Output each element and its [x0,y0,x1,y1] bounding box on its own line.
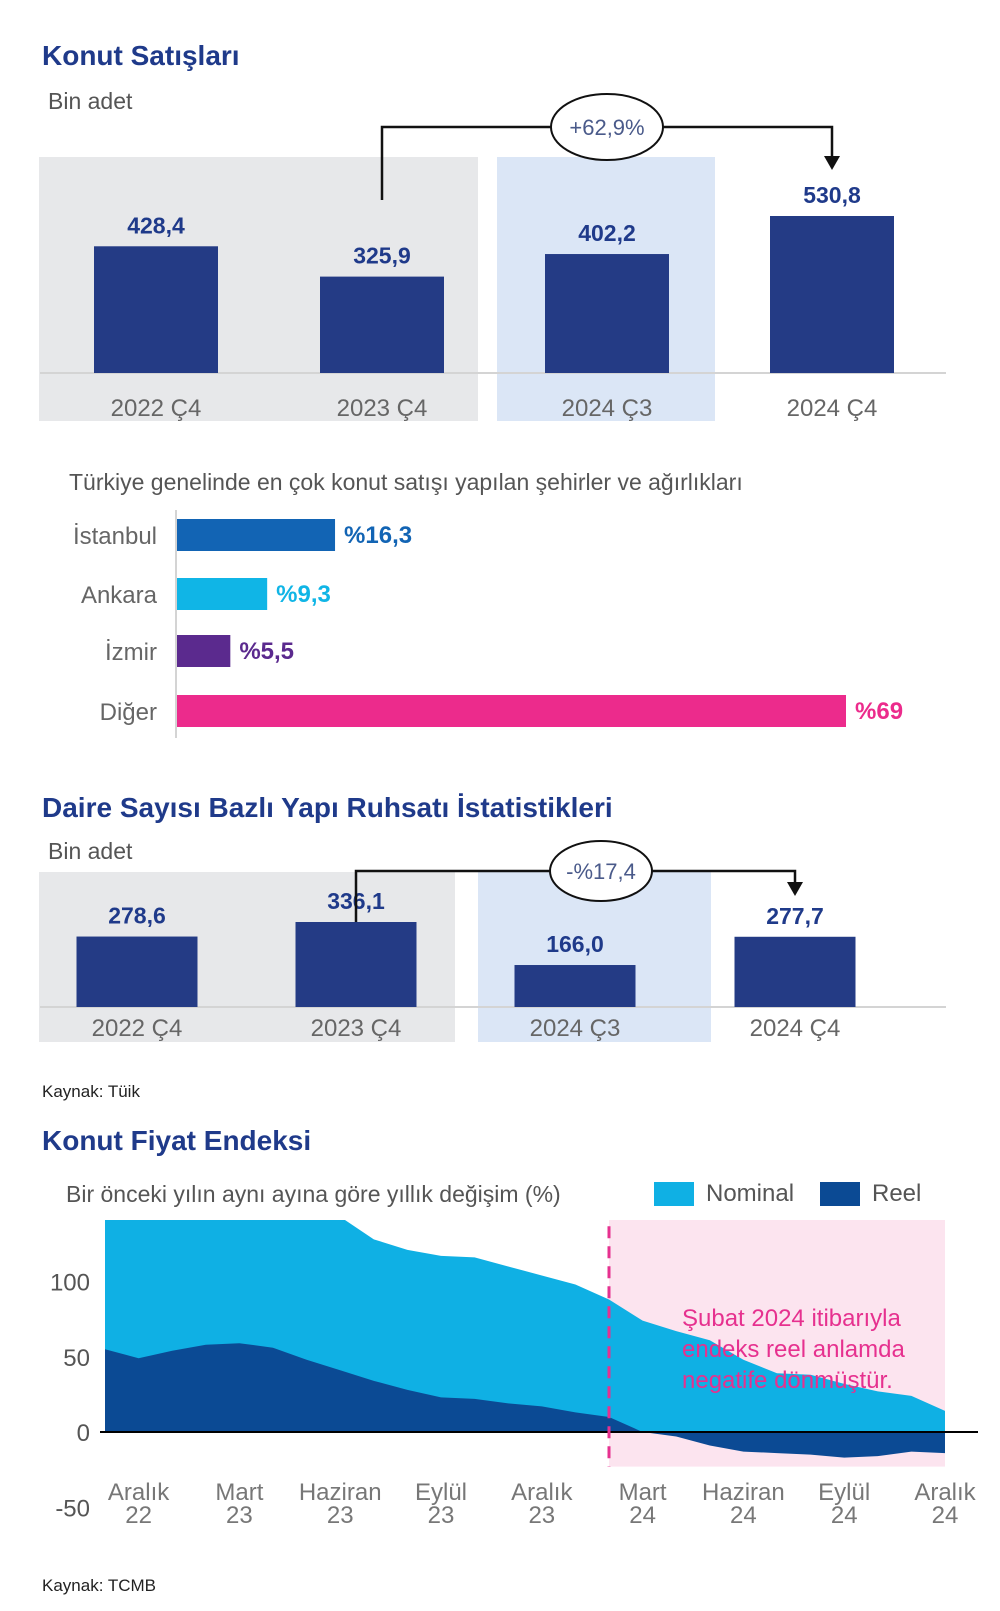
y-tick-label: 0 [77,1420,90,1447]
x-tick-month: Aralık [108,1479,170,1506]
sales-chart: 428,4 2022 Ç4 325,9 2023 Ç4 402,2 2024 Ç3 530,… [39,93,946,422]
x-tick-year: 24 [831,1502,858,1529]
bar [514,965,636,1007]
data-label: 402,2 [578,220,636,246]
x-tick-month: Mart [619,1479,667,1506]
city-label: İzmir [105,639,157,666]
permits-source: Kaynak: Tüik [42,1082,140,1101]
data-label: 278,6 [108,903,166,929]
city-value-label: %16,3 [344,522,412,549]
category-label: 2024 Ç4 [787,395,878,422]
reel-area [105,1343,945,1458]
price-index-title: Konut Fiyat Endeksi [42,1125,312,1156]
x-tick-year: 23 [428,1502,455,1529]
sales-unit: Bin adet [48,88,133,114]
arrow-head-icon [824,156,840,170]
city-bar [177,519,336,551]
price-index-source: Kaynak: TCMB [42,1576,157,1595]
x-tick-month: Aralık [511,1479,573,1506]
x-tick-year: 23 [226,1502,253,1529]
x-tick-month: Aralık [914,1479,976,1506]
city-bar [177,695,846,727]
legend-swatch-nominal [654,1182,694,1206]
x-tick-year: 23 [528,1502,555,1529]
bar [770,216,894,373]
category-label: 2023 Ç4 [311,1015,402,1042]
annotation-line: endeks reel anlamda [682,1336,905,1363]
y-tick-label: 150 [50,1220,90,1221]
category-label: 2022 Ç4 [111,395,202,422]
x-tick-month: Haziran [702,1479,785,1506]
annotation-line: negatife dönmüştür. [682,1367,893,1394]
annotation-line: Şubat 2024 itibarıyla [682,1305,901,1332]
x-tick-year: 23 [327,1502,354,1529]
x-tick-year: 24 [730,1502,757,1529]
city-value-label: %9,3 [276,581,331,608]
city-label: İstanbul [73,523,157,550]
bar [734,936,856,1007]
category-label: 2024 Ç4 [750,1015,841,1042]
bar [94,246,218,373]
bar [320,276,444,373]
permits-title: Daire Sayısı Bazlı Yapı Ruhsatı İstatist… [42,792,613,823]
bar [295,922,417,1007]
bar [545,254,669,373]
city-bar [177,635,231,667]
legend-swatch-reel [820,1182,860,1206]
data-label: 166,0 [546,931,604,957]
x-tick-year: 24 [629,1502,656,1529]
cities-title: Türkiye genelinde en çok konut satışı ya… [69,469,743,495]
city-bar [177,578,268,610]
x-tick-year: 24 [932,1502,959,1529]
city-label: Diğer [100,699,157,726]
category-label: 2022 Ç4 [92,1015,183,1042]
data-label: 325,9 [353,243,411,269]
city-value-label: %69 [855,698,903,725]
x-tick-month: Eylül [818,1479,870,1506]
change-label: +62,9% [569,115,644,140]
data-label: 277,7 [766,903,824,929]
change-label: -%17,4 [566,859,636,884]
y-tick-label: -50 [55,1495,90,1522]
data-label: 530,8 [803,182,861,208]
arrow-head-icon [787,882,803,896]
category-label: 2023 Ç4 [337,395,428,422]
y-tick-label: 100 [50,1270,90,1297]
x-tick-month: Haziran [299,1479,382,1506]
x-tick-month: Eylül [415,1479,467,1506]
permits-unit: Bin adet [48,838,133,864]
price-index-subtitle: Bir önceki yılın aynı ayına göre yıllık … [66,1181,561,1207]
legend-label-nominal: Nominal [706,1180,795,1207]
sales-title: Konut Satışları [42,40,240,71]
city-label: Ankara [81,582,158,609]
cities-chart: İstanbul %16,3 Ankara %9,3 İzmir %5,5 Diğer %69 [73,510,903,738]
legend-label-reel: Reel [872,1180,922,1207]
city-value-label: %5,5 [239,638,294,665]
x-tick-month: Mart [215,1479,263,1506]
price-index-chart: 250200150100500-50Aralık22Mart23Haziran2… [50,1220,978,1529]
data-label: 428,4 [127,212,185,238]
change-ellipse [549,840,653,902]
category-label: 2024 Ç3 [562,395,653,422]
bar [76,936,198,1007]
y-tick-label: 50 [63,1345,90,1372]
category-label: 2024 Ç3 [530,1015,621,1042]
change-ellipse [550,93,664,161]
x-tick-year: 22 [125,1502,152,1529]
